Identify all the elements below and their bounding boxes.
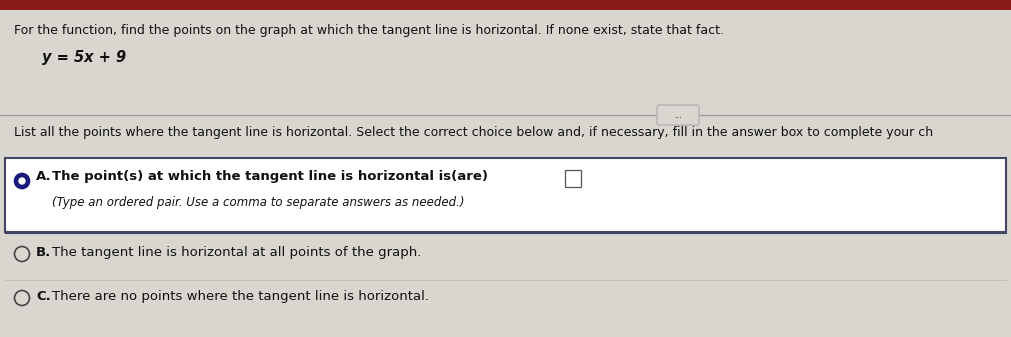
Circle shape [14,174,29,188]
Bar [565,170,581,187]
Text: A.: A. [36,170,52,183]
Text: B.: B. [36,246,52,259]
Text: The point(s) at which the tangent line is horizontal is(are): The point(s) at which the tangent line i… [52,170,488,183]
Circle shape [14,246,29,262]
Text: (Type an ordered pair. Use a comma to separate answers as needed.): (Type an ordered pair. Use a comma to se… [52,196,464,209]
Text: C.: C. [36,290,51,303]
Text: The tangent line is horizontal at all points of the graph.: The tangent line is horizontal at all po… [52,246,422,259]
Text: ...: ... [674,111,682,120]
Bar [0,0,1011,10]
Circle shape [14,290,29,306]
FancyBboxPatch shape [657,105,699,125]
Circle shape [19,178,25,184]
Text: For the function, find the points on the graph at which the tangent line is hori: For the function, find the points on the… [14,24,724,37]
Text: There are no points where the tangent line is horizontal.: There are no points where the tangent li… [52,290,429,303]
Text: y = 5x + 9: y = 5x + 9 [42,50,126,65]
Bar [5,158,1006,232]
Text: List all the points where the tangent line is horizontal. Select the correct cho: List all the points where the tangent li… [14,126,933,139]
Bar [5,158,1006,232]
